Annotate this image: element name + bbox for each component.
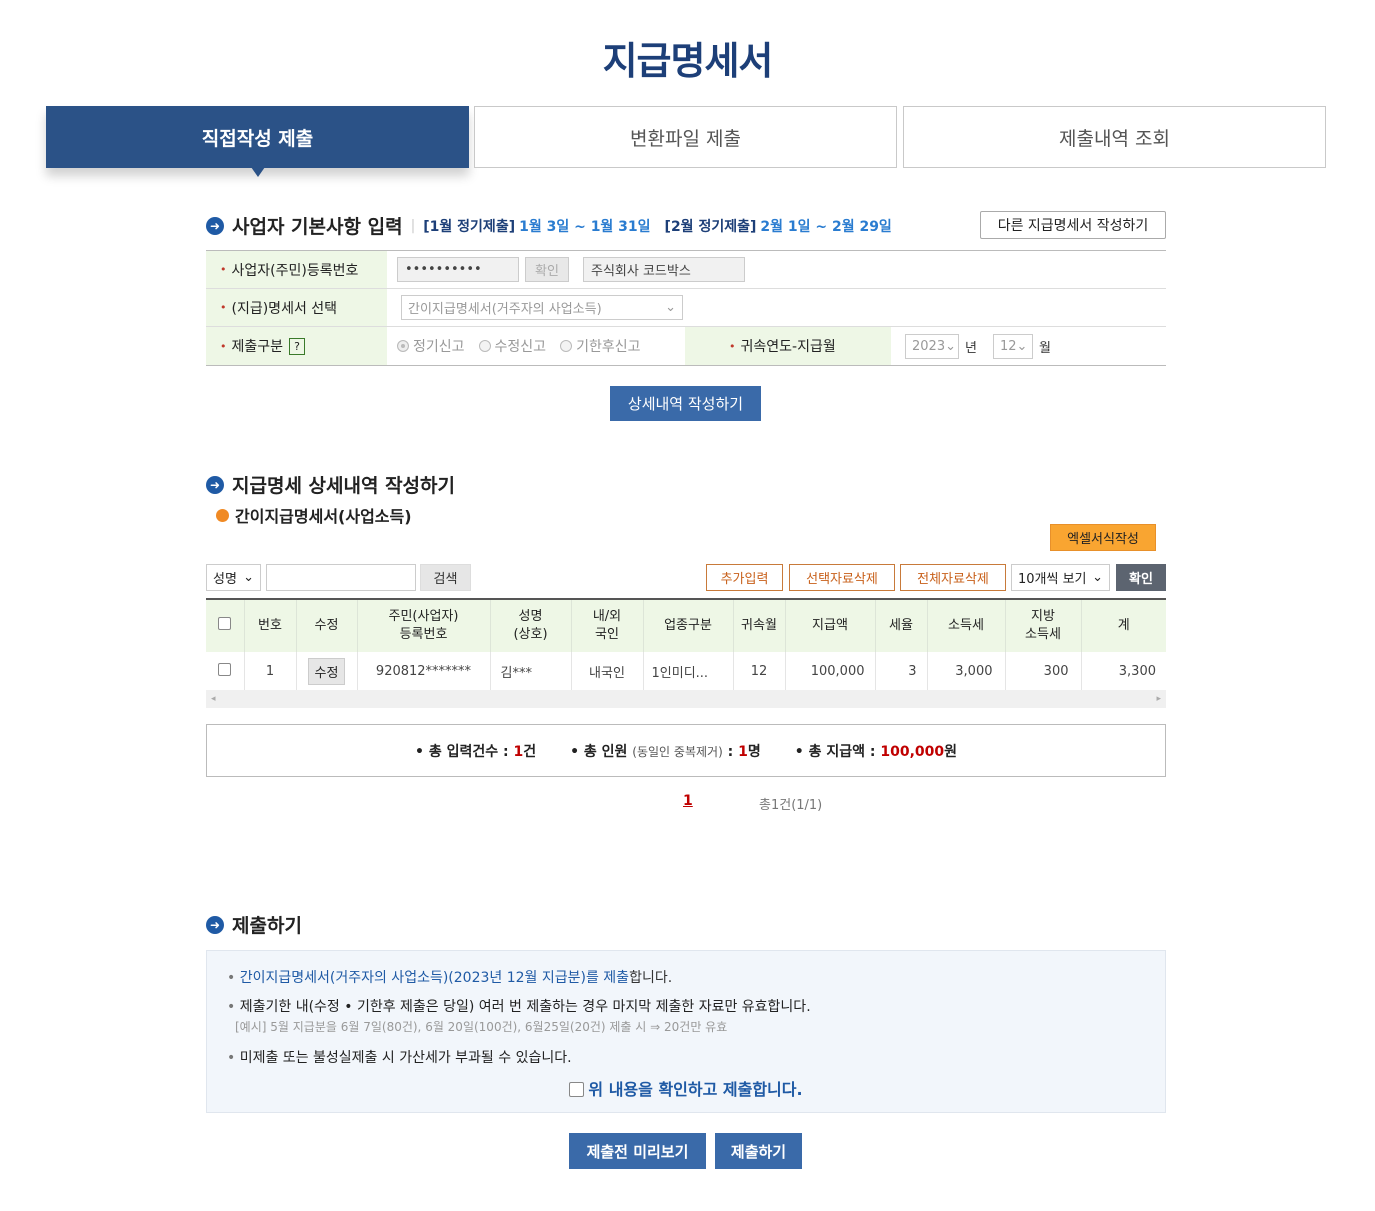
- period2-label: [2월 정기제출]: [664, 218, 757, 235]
- page-size-select[interactable]: 10개씩 보기 ⌄: [1011, 564, 1110, 591]
- col-header: 소득세: [927, 598, 1006, 652]
- horizontal-scrollbar[interactable]: ◂ ▸: [206, 690, 1166, 708]
- cell-nationality: 내국인: [571, 652, 644, 692]
- add-entry-button[interactable]: 추가입력: [706, 564, 783, 591]
- cell-rate: 3: [875, 652, 928, 692]
- year-unit: 년: [965, 340, 977, 356]
- row-checkbox[interactable]: [206, 652, 245, 692]
- period-label: • 귀속연도-지급월: [685, 327, 891, 365]
- bullet-icon: [216, 508, 229, 522]
- summary-amount: • 총 지급액 : 100,000원: [794, 743, 957, 760]
- col-header: 내/외 국인: [571, 598, 644, 652]
- page-info: 총1건(1/1): [759, 798, 823, 813]
- col-header: 지방 소득세: [1005, 598, 1082, 652]
- cell-business: 1인미디...: [643, 652, 734, 692]
- other-statement-button[interactable]: 다른 지급명세서 작성하기: [980, 211, 1166, 239]
- radio-late[interactable]: 기한후신고: [560, 336, 640, 356]
- reg-number-input[interactable]: ••••••••••: [397, 257, 519, 282]
- submit-button[interactable]: 제출하기: [715, 1133, 802, 1169]
- help-icon[interactable]: ?: [289, 337, 306, 355]
- summary-box: • 총 입력건수 : 1건 • 총 인원 (동일인 중복제거) : 1명 • 총…: [206, 724, 1166, 777]
- delete-selected-button[interactable]: 선택자료삭제: [789, 564, 895, 591]
- page-title: 지급명세서: [602, 39, 774, 83]
- page-size-confirm-button[interactable]: 확인: [1116, 564, 1166, 591]
- year-select[interactable]: 2023 ⌄: [905, 333, 959, 359]
- col-header: 주민(사업자) 등록번호: [357, 598, 491, 652]
- type-label: • (지급)명세서 선택: [206, 289, 387, 326]
- col-header: 귀속월: [733, 598, 786, 652]
- tab-file-upload[interactable]: 변환파일 제출: [474, 106, 897, 168]
- agree-checkbox[interactable]: [569, 1082, 585, 1097]
- basic-section-heading: ➜ 사업자 기본사항 입력 | [1월 정기제출] 1월 3일 ~ 1월 31일…: [206, 212, 892, 239]
- detail-section-heading: ➜ 지급명세 상세내역 작성하기: [206, 471, 455, 498]
- col-header: 계: [1081, 598, 1166, 652]
- arrow-circle-icon: ➜: [206, 915, 224, 934]
- agree-checkbox-label[interactable]: 위 내용을 확인하고 제출합니다.: [227, 1076, 1165, 1100]
- period1: 1월 3일 ~ 1월 31일: [519, 218, 651, 235]
- cell-total: 3,300: [1081, 652, 1166, 692]
- preview-button[interactable]: 제출전 미리보기: [569, 1133, 706, 1169]
- cell-tax: 3,000: [927, 652, 1006, 692]
- notice-line-1: 간이지급명세서(거주자의 사업소득)(2023년 12월 지급분)를 제출: [239, 970, 630, 986]
- cell-local-tax: 300: [1005, 652, 1082, 692]
- detail-table: 번호 수정 주민(사업자) 등록번호 성명 (상호) 내/외 국인 업종구분 귀…: [206, 598, 1166, 692]
- excel-template-button[interactable]: 엑셀서식작성: [1050, 524, 1156, 551]
- radio-regular[interactable]: 정기신고: [397, 336, 465, 356]
- search-field-select[interactable]: 성명 ⌄: [206, 564, 261, 591]
- table-row: 1 수정 920812******* 김*** 내국인 1인미디... 12 1…: [206, 652, 1166, 692]
- heading-text: 사업자 기본사항 입력: [232, 216, 403, 238]
- cell-month: 12: [733, 652, 786, 692]
- page-link-1[interactable]: 1: [683, 793, 693, 809]
- notice-line-3: 미제출 또는 불성실제출 시 가산세가 부과될 수 있습니다.: [239, 1050, 572, 1066]
- summary-people: • 총 인원 (동일인 중복제거) : 1명: [570, 743, 761, 760]
- select-all-checkbox[interactable]: [206, 598, 245, 652]
- cell-name: 김***: [490, 652, 572, 692]
- col-header: 수정: [296, 598, 358, 652]
- search-input[interactable]: [266, 564, 416, 591]
- edit-row-button[interactable]: 수정: [307, 657, 346, 685]
- month-select[interactable]: 12 ⌄: [992, 333, 1033, 359]
- radio-amend[interactable]: 수정신고: [478, 336, 546, 356]
- col-header: 업종구분: [643, 598, 734, 652]
- scroll-right-icon: ▸: [1156, 694, 1161, 704]
- chevron-down-icon: ⌄: [665, 300, 676, 315]
- detail-subheading: 간이지급명세서(사업소득): [216, 503, 412, 527]
- write-detail-button[interactable]: 상세내역 작성하기: [610, 386, 761, 421]
- tab-direct-entry[interactable]: 직접작성 제출: [46, 106, 469, 177]
- company-name-field: 주식회사 코드박스: [583, 257, 745, 282]
- delete-all-button[interactable]: 전체자료삭제: [900, 564, 1006, 591]
- cell-amount: 100,000: [785, 652, 876, 692]
- arrow-circle-icon: ➜: [206, 475, 224, 494]
- col-header: 세율: [875, 598, 928, 652]
- reg-confirm-button[interactable]: 확인: [525, 257, 569, 282]
- submit-type-label: • 제출구분 ?: [206, 327, 387, 365]
- summary-count: • 총 입력건수 : 1건: [414, 743, 537, 760]
- notice-example: [예시] 5월 지급분을 6월 7일(80건), 6월 20일(100건), 6…: [235, 1020, 728, 1034]
- search-button[interactable]: 검색: [420, 564, 471, 591]
- cell-no: 1: [244, 652, 297, 692]
- period1-label: [1월 정기제출]: [423, 218, 516, 235]
- col-header: 성명 (상호): [490, 598, 572, 652]
- submit-notice: • 간이지급명세서(거주자의 사업소득)(2023년 12월 지급분)를 제출합…: [206, 950, 1166, 1113]
- scroll-left-icon: ◂: [211, 694, 216, 704]
- statement-type-select[interactable]: 간이지급명세서(거주자의 사업소득) ⌄: [401, 295, 683, 320]
- submit-section-heading: ➜ 제출하기: [206, 911, 302, 938]
- period2: 2월 1일 ~ 2월 29일: [760, 218, 892, 235]
- arrow-circle-icon: ➜: [206, 216, 224, 235]
- table-header: 번호 수정 주민(사업자) 등록번호 성명 (상호) 내/외 국인 업종구분 귀…: [206, 598, 1166, 652]
- tab-history[interactable]: 제출내역 조회: [903, 106, 1326, 168]
- notice-line-2: 제출기한 내(수정 • 기한후 제출은 당일) 여러 번 제출하는 경우 마지막…: [239, 999, 811, 1015]
- cell-id: 920812*******: [357, 652, 491, 692]
- col-header: 번호: [244, 598, 297, 652]
- month-unit: 월: [1038, 340, 1051, 356]
- col-header: 지급액: [785, 598, 876, 652]
- basic-form: • 사업자(주민)등록번호 •••••••••• 확인 주식회사 코드박스 • (지…: [206, 250, 1166, 366]
- reg-label: • 사업자(주민)등록번호: [206, 251, 387, 288]
